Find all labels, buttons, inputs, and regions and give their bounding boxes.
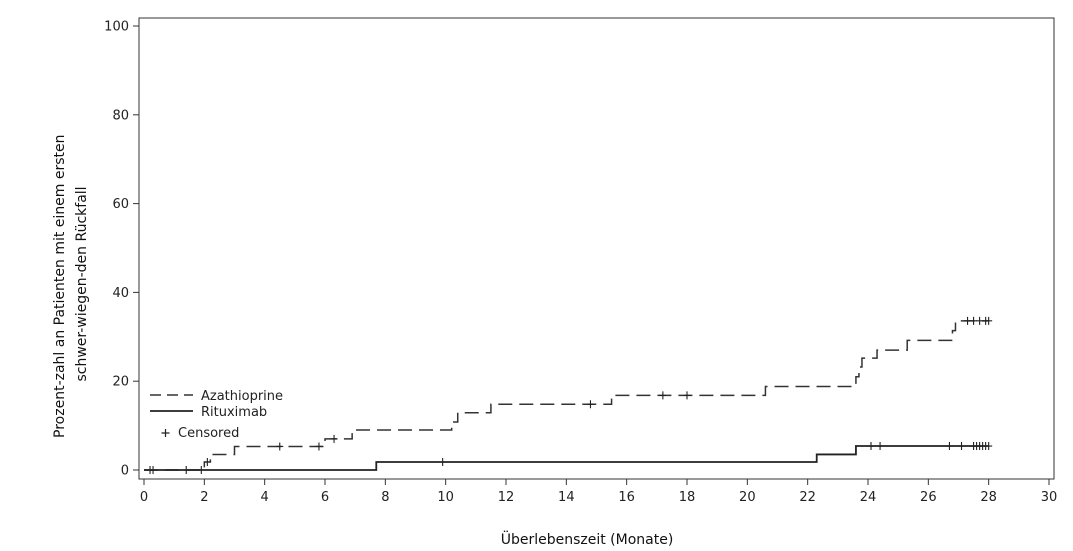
rituximab-censor-mark-0: [439, 458, 447, 467]
y-axis-title-line-1: Prozent-zahl an Patienten mit einem erst…: [52, 134, 68, 438]
x-tick-label-30: 30: [1041, 490, 1058, 505]
azathioprine-censor-mark-11: [964, 316, 972, 325]
y-tick-label-40: 40: [112, 286, 129, 301]
rituximab-censor-mark-3: [945, 442, 953, 451]
rituximab-censor-mark-2: [876, 442, 884, 451]
rituximab-censor-mark-10: [985, 442, 993, 451]
y-axis-title-line-2: schwer-wiegen-den Rückfall: [74, 186, 90, 381]
azathioprine-censor-mark-12: [970, 316, 978, 325]
x-tick-label-6: 6: [321, 490, 329, 505]
x-tick-label-18: 18: [679, 490, 696, 505]
x-tick-label-24: 24: [860, 490, 877, 505]
x-axis: 0 2 4 6 8 10 12 14 16 18 20 22 24 26 28 30: [140, 479, 1057, 505]
x-tick-label-8: 8: [381, 490, 389, 505]
azathioprine-censor-mark-7: [330, 434, 338, 443]
plot-frame: [138, 17, 1055, 480]
azathioprine-censor-mark-1: [149, 466, 157, 474]
censor-marks: [146, 316, 993, 474]
x-tick-label-12: 12: [498, 490, 515, 505]
x-tick-label-14: 14: [558, 490, 575, 505]
series-layer: [144, 320, 989, 471]
azathioprine-censor-mark-10: [683, 391, 691, 400]
x-tick-label-26: 26: [920, 490, 937, 505]
rituximab-step-line: [144, 445, 989, 471]
x-tick-label-0: 0: [140, 490, 148, 505]
legend-censored-label: Censored: [178, 426, 239, 441]
x-tick-label-28: 28: [980, 490, 997, 505]
x-tick-label-4: 4: [261, 490, 269, 505]
x-tick-label-20: 20: [739, 490, 756, 505]
rituximab-censor-mark-4: [958, 442, 966, 451]
azathioprine-step-line: [144, 320, 989, 471]
legend: Azathioprine Rituximab Censored: [150, 389, 283, 441]
y-tick-label-80: 80: [112, 108, 129, 123]
azathioprine-censor-mark-3: [197, 466, 205, 474]
y-tick-label-60: 60: [112, 197, 129, 212]
azathioprine-censor-mark-2: [182, 466, 190, 474]
y-tick-label-20: 20: [112, 375, 129, 390]
legend-rituximab-label: Rituximab: [201, 405, 267, 420]
azathioprine-censor-mark-5: [276, 442, 284, 451]
rituximab-censor-mark-1: [867, 442, 875, 451]
azathioprine-censor-mark-4: [203, 458, 211, 467]
x-tick-label-22: 22: [799, 490, 816, 505]
y-axis-title: Prozent-zahl an Patienten mit einem erst…: [52, 130, 90, 438]
y-tick-label-100: 100: [104, 20, 129, 35]
legend-censored-marker: [161, 429, 170, 437]
x-tick-label-16: 16: [618, 490, 635, 505]
azathioprine-censor-mark-13: [976, 316, 984, 325]
y-axis: 0 20 40 60 80 100: [104, 20, 139, 479]
legend-azathioprine-label: Azathioprine: [201, 389, 283, 404]
x-tick-label-2: 2: [200, 490, 208, 505]
azathioprine-censor-mark-15: [985, 316, 993, 325]
y-tick-label-0: 0: [121, 464, 129, 479]
x-axis-title: Überlebenszeit (Monate): [501, 530, 674, 548]
x-tick-label-10: 10: [437, 490, 454, 505]
azathioprine-censor-mark-6: [315, 442, 323, 451]
azathioprine-censor-mark-8: [586, 400, 594, 409]
azathioprine-censor-mark-9: [659, 391, 667, 400]
